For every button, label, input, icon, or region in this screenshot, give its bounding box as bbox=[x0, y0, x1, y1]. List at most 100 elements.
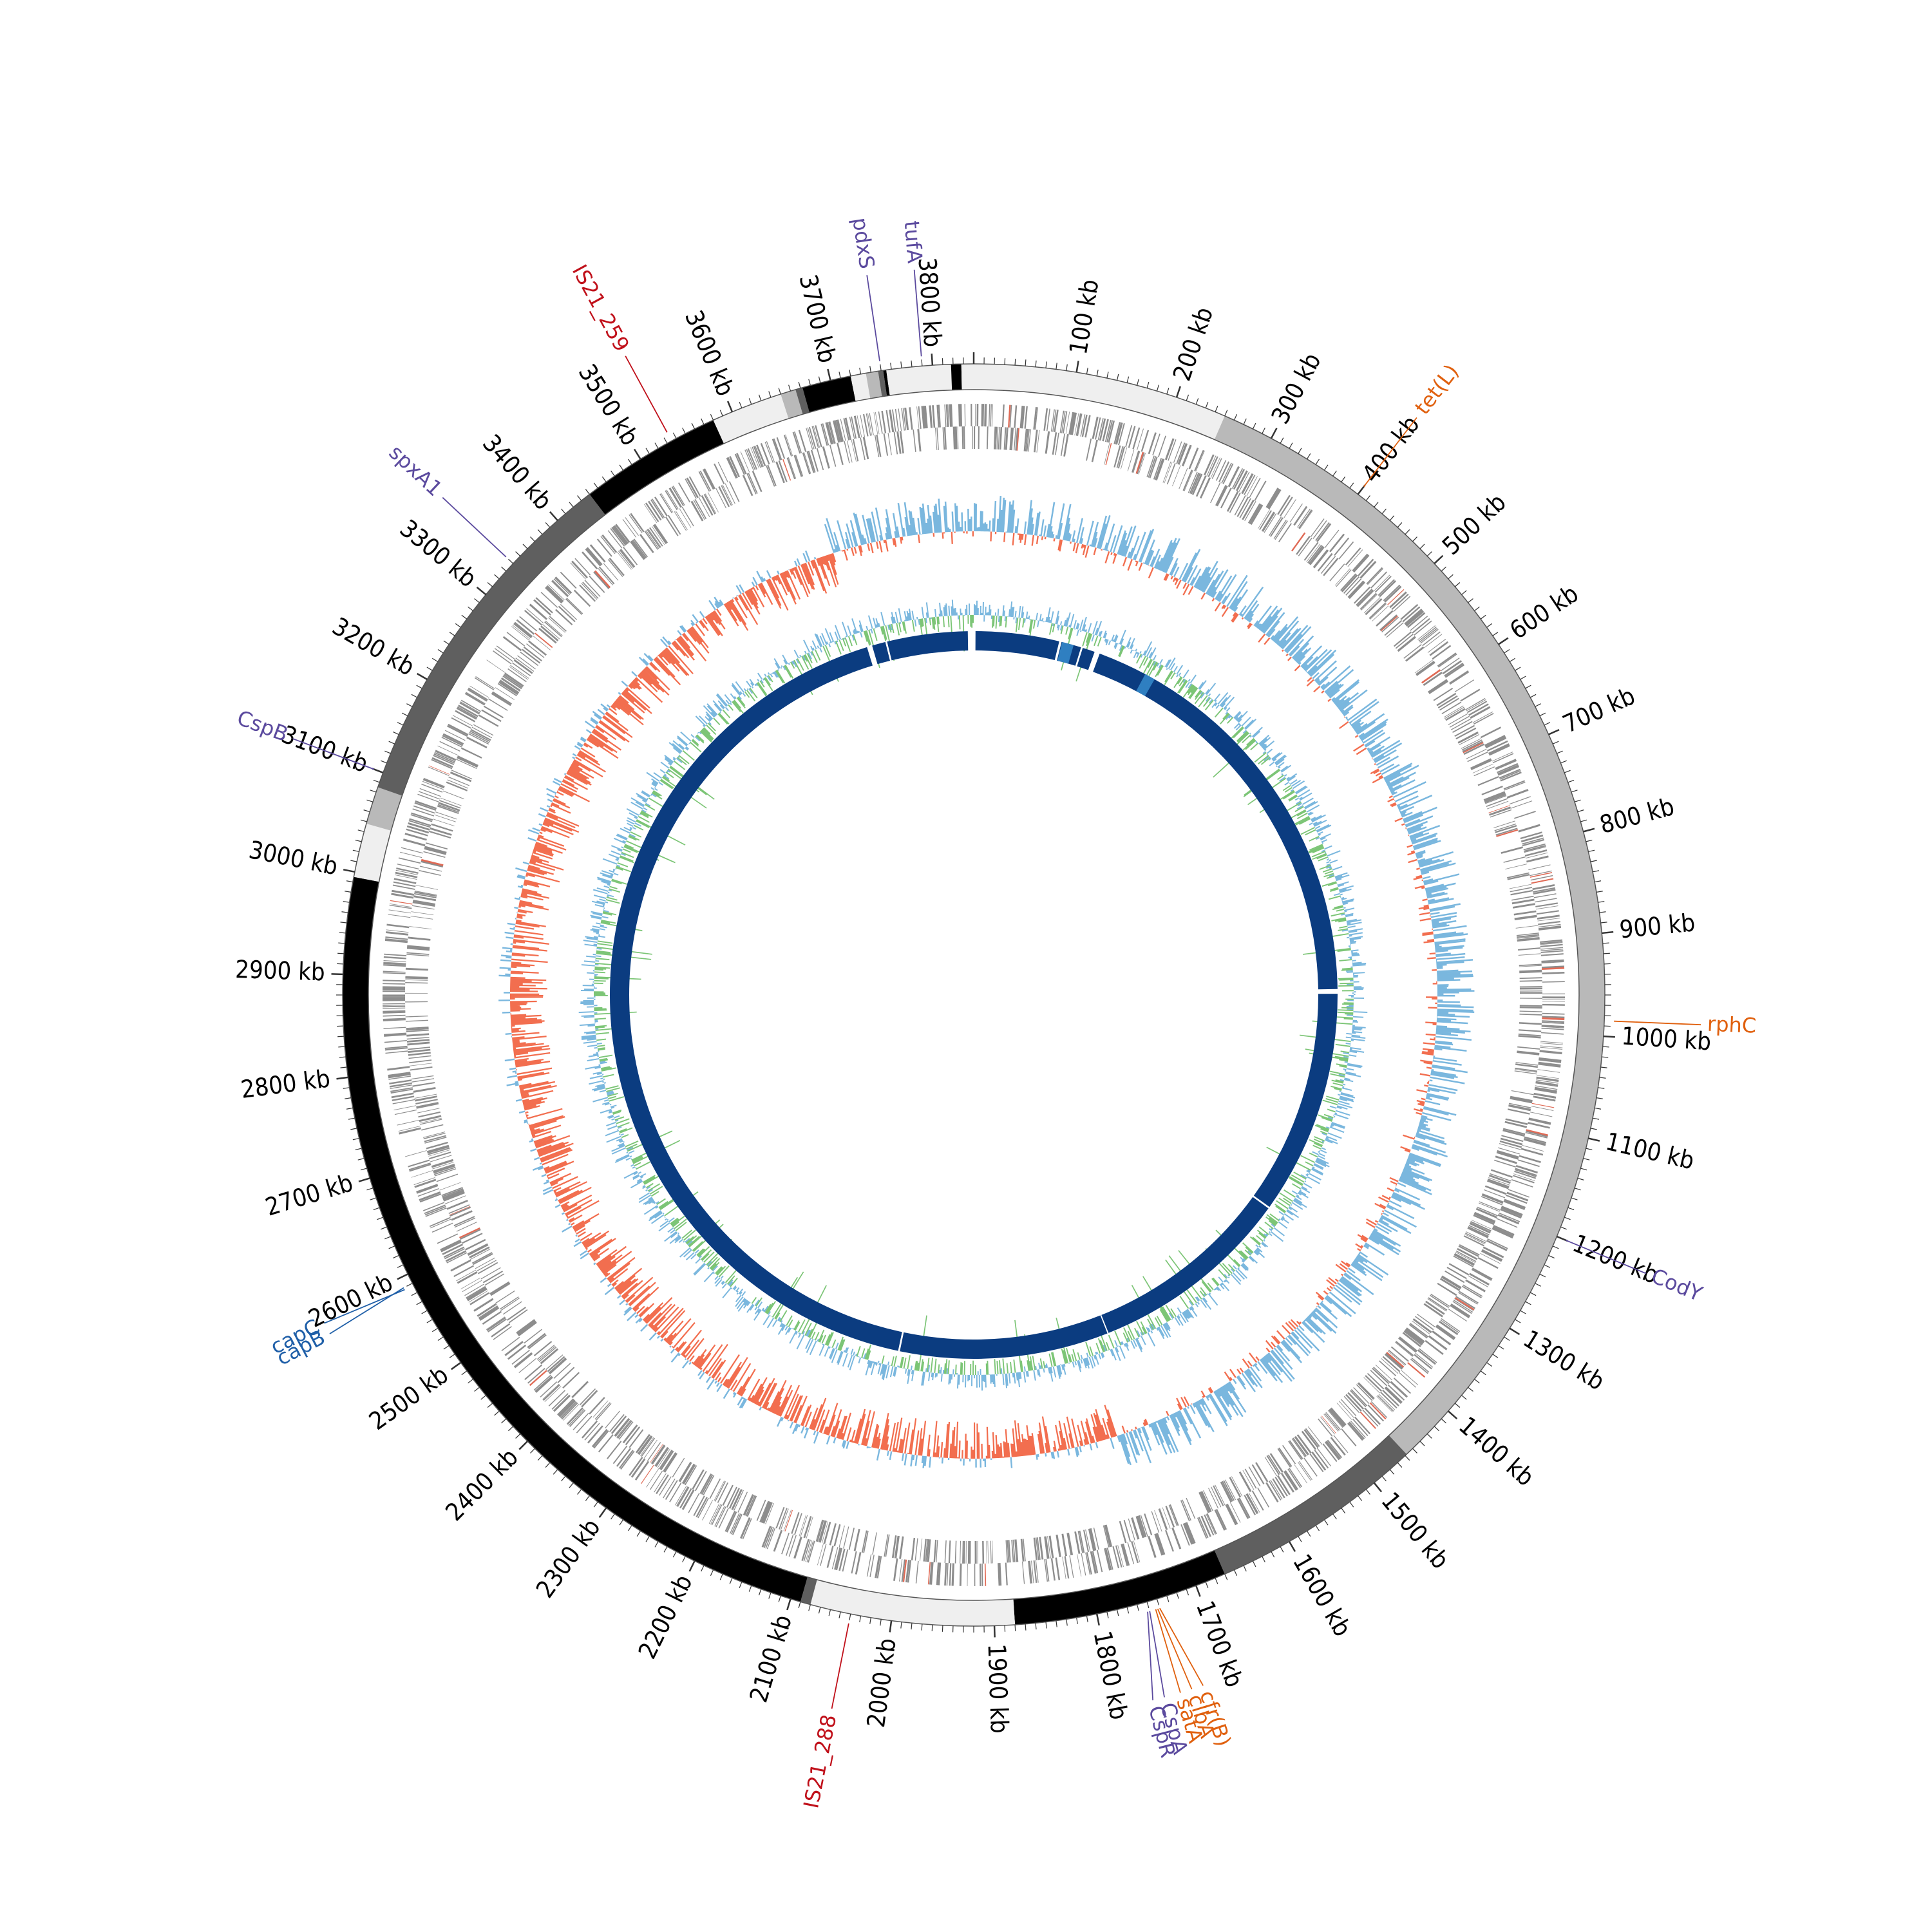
gene-feature bbox=[1484, 1189, 1506, 1198]
gene-feature bbox=[1461, 738, 1482, 749]
gene-feature bbox=[643, 1439, 658, 1459]
gene-feature bbox=[584, 1423, 600, 1441]
gene-feature bbox=[1541, 1021, 1564, 1024]
gene-feature bbox=[1345, 547, 1361, 565]
minor-tick bbox=[1056, 363, 1057, 370]
contig-segment bbox=[366, 787, 402, 831]
gene-feature bbox=[1197, 1517, 1208, 1539]
major-tick bbox=[417, 672, 428, 681]
gene-feature bbox=[1327, 1439, 1343, 1459]
gene-feature bbox=[397, 1119, 419, 1126]
scale-tick-label: 2100 kb bbox=[744, 1611, 797, 1705]
gene-feature bbox=[892, 409, 896, 432]
gene-feature bbox=[1305, 1428, 1320, 1447]
gene-feature bbox=[1530, 870, 1552, 876]
gene-feature bbox=[1452, 1301, 1472, 1314]
gene-feature bbox=[1450, 1303, 1471, 1318]
gene-feature bbox=[840, 419, 846, 441]
gene-feature bbox=[835, 1548, 843, 1571]
gene-feature bbox=[411, 911, 434, 916]
gene-feature bbox=[1488, 1174, 1511, 1184]
gene-feature bbox=[1497, 1150, 1519, 1159]
gene-feature bbox=[1378, 579, 1395, 596]
gene-feature bbox=[1390, 1381, 1408, 1398]
gene-feature bbox=[1478, 1202, 1500, 1212]
gene-feature bbox=[965, 1540, 967, 1564]
gene-feature bbox=[699, 470, 712, 491]
gene-feature bbox=[963, 1540, 965, 1564]
gene-feature bbox=[421, 858, 444, 866]
gene-feature bbox=[820, 1544, 827, 1566]
gene-feature bbox=[1036, 430, 1040, 453]
gene-feature bbox=[1141, 430, 1150, 452]
gene-feature bbox=[1541, 959, 1564, 963]
minor-tick bbox=[1014, 359, 1016, 366]
gene-feature bbox=[1122, 1543, 1130, 1566]
gene-feature bbox=[1322, 1443, 1338, 1463]
gene-feature bbox=[853, 415, 860, 439]
gene-feature bbox=[1084, 415, 1091, 438]
gene-feature bbox=[1239, 498, 1251, 518]
minor-tick bbox=[672, 432, 677, 439]
gene-feature bbox=[555, 609, 573, 626]
gene-feature bbox=[1133, 1540, 1141, 1563]
minor-tick bbox=[1215, 406, 1218, 412]
gene-feature bbox=[437, 1233, 459, 1244]
gene-feature bbox=[408, 1052, 431, 1056]
gene-feature bbox=[976, 404, 979, 427]
gene-feature bbox=[1188, 448, 1199, 469]
gene-feature bbox=[416, 1102, 439, 1108]
gene-feature bbox=[1503, 1200, 1526, 1210]
gene-feature bbox=[1280, 1472, 1294, 1493]
gene-feature bbox=[1061, 1533, 1067, 1557]
gene-feature bbox=[1380, 615, 1398, 632]
gene-feature bbox=[1455, 1251, 1476, 1264]
gene-feature bbox=[449, 1206, 471, 1216]
gene-feature bbox=[1365, 598, 1383, 616]
gene-feature bbox=[1330, 1407, 1347, 1426]
gene-feature bbox=[703, 1475, 715, 1496]
gene-feature bbox=[1291, 1438, 1306, 1457]
gene-feature bbox=[1417, 625, 1436, 640]
gene-feature bbox=[393, 881, 416, 887]
gene-feature bbox=[1458, 1245, 1479, 1257]
gene-feature bbox=[697, 1497, 709, 1519]
gene-feature bbox=[995, 426, 998, 450]
gene-feature bbox=[409, 1063, 432, 1066]
gene-feature bbox=[1453, 1255, 1473, 1267]
gene-feature bbox=[447, 779, 469, 789]
gene-feature bbox=[876, 434, 882, 457]
minor-tick bbox=[348, 1117, 355, 1120]
minor-tick bbox=[719, 1573, 723, 1580]
gene-feature bbox=[460, 699, 481, 712]
gene-feature bbox=[1412, 1319, 1432, 1334]
minor-tick bbox=[561, 1475, 566, 1482]
gene-feature bbox=[420, 1119, 442, 1125]
gene-feature bbox=[549, 616, 567, 632]
gene-feature bbox=[681, 1463, 695, 1484]
gene-feature bbox=[1287, 1468, 1302, 1488]
gene-feature bbox=[448, 723, 469, 736]
gene-feature bbox=[998, 426, 1000, 450]
gene-feature bbox=[1484, 735, 1506, 746]
minor-tick bbox=[1600, 922, 1607, 923]
gene-feature bbox=[1405, 1328, 1425, 1344]
minor-tick bbox=[1332, 1513, 1337, 1520]
gene-feature bbox=[1402, 606, 1421, 623]
gene-feature bbox=[593, 571, 610, 589]
minor-tick bbox=[1548, 1255, 1555, 1259]
gene-feature bbox=[1425, 1340, 1444, 1355]
gene-feature bbox=[1283, 499, 1296, 518]
gene-feature bbox=[1437, 695, 1458, 708]
gene-feature bbox=[459, 702, 480, 715]
gene-feature bbox=[1014, 405, 1018, 428]
minor-tick bbox=[1544, 722, 1551, 726]
gene-feature bbox=[483, 705, 504, 719]
minor-tick bbox=[468, 1379, 473, 1384]
gene-feature bbox=[1128, 1519, 1135, 1540]
gene-feature bbox=[1526, 1130, 1548, 1137]
gene-feature bbox=[1314, 1450, 1329, 1469]
gene-feature bbox=[881, 410, 887, 433]
contig-segment bbox=[795, 387, 810, 415]
gene-feature bbox=[465, 1238, 486, 1251]
